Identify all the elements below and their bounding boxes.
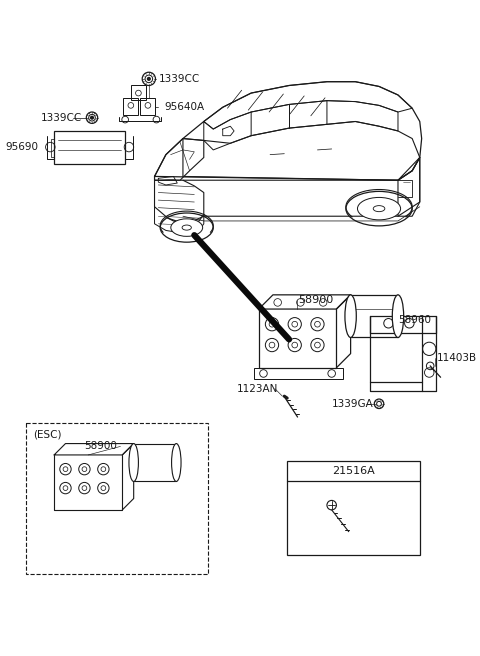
Bar — [350, 295, 398, 337]
Text: 1339CC: 1339CC — [41, 113, 82, 123]
Text: 58900: 58900 — [84, 441, 117, 451]
Ellipse shape — [171, 443, 181, 482]
Text: 58960: 58960 — [398, 316, 431, 325]
Bar — [134, 443, 176, 482]
Bar — [140, 98, 156, 115]
Text: 11403B: 11403B — [437, 354, 477, 363]
Ellipse shape — [373, 205, 385, 212]
Circle shape — [91, 116, 94, 119]
Text: 1123AN: 1123AN — [237, 384, 278, 394]
Ellipse shape — [392, 295, 404, 337]
Ellipse shape — [345, 295, 356, 337]
Bar — [54, 131, 125, 164]
Text: 58900: 58900 — [299, 295, 334, 304]
Bar — [123, 98, 138, 115]
Bar — [254, 368, 343, 379]
Bar — [131, 85, 146, 100]
Text: 21516A: 21516A — [332, 466, 375, 476]
Ellipse shape — [171, 219, 203, 236]
Text: (ESC): (ESC) — [33, 429, 62, 439]
Bar — [287, 461, 420, 556]
Ellipse shape — [358, 197, 401, 220]
Text: 1339CC: 1339CC — [158, 74, 200, 84]
Ellipse shape — [129, 443, 138, 482]
Circle shape — [147, 77, 150, 80]
Text: 95690: 95690 — [5, 142, 38, 152]
Ellipse shape — [182, 225, 192, 230]
Bar — [26, 422, 207, 574]
Text: 1339GA: 1339GA — [332, 399, 373, 409]
Text: 95640A: 95640A — [164, 102, 204, 112]
